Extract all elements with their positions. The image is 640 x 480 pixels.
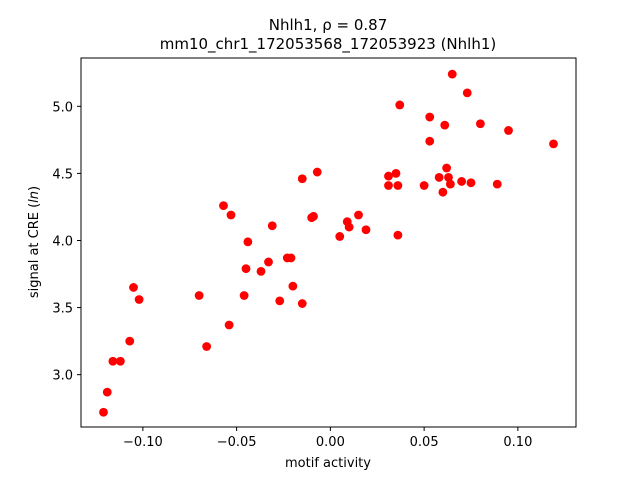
data-point bbox=[224, 320, 234, 330]
x-tick-label: 0.05 bbox=[410, 435, 439, 450]
data-point bbox=[447, 69, 457, 79]
x-tick-label: 0.10 bbox=[503, 435, 532, 450]
data-point bbox=[226, 210, 236, 220]
data-point bbox=[393, 230, 403, 240]
data-point bbox=[475, 119, 485, 129]
data-point bbox=[219, 201, 228, 211]
x-tick-label: −0.05 bbox=[217, 435, 257, 450]
data-point bbox=[391, 169, 401, 178]
chart-title-line2: mm10_chr1_172053568_172053923 (Nhlh1) bbox=[160, 35, 496, 54]
data-point bbox=[99, 407, 108, 417]
data-point bbox=[425, 112, 435, 122]
y-axis-label: signal at CRE (ln) bbox=[27, 186, 42, 298]
data-point bbox=[312, 167, 322, 177]
data-point bbox=[241, 264, 251, 274]
y-axis-ticks: 3.0 3.5 4.0 4.5 5.0 bbox=[52, 100, 81, 384]
data-point bbox=[288, 281, 298, 291]
data-point bbox=[125, 336, 135, 346]
data-point bbox=[134, 295, 144, 304]
data-point bbox=[108, 356, 118, 366]
data-point bbox=[264, 257, 273, 267]
data-point bbox=[444, 173, 453, 182]
data-point bbox=[457, 177, 467, 186]
data-point bbox=[297, 174, 307, 184]
data-point bbox=[115, 356, 125, 366]
data-point bbox=[492, 179, 502, 189]
data-point bbox=[286, 253, 296, 263]
data-point bbox=[395, 100, 405, 110]
y-tick-label: 4.5 bbox=[52, 167, 73, 182]
data-point bbox=[419, 181, 429, 190]
data-point bbox=[239, 291, 249, 300]
data-point bbox=[354, 210, 363, 220]
data-point bbox=[102, 387, 112, 397]
data-point bbox=[243, 237, 253, 247]
x-tick-label: 0.00 bbox=[316, 435, 345, 450]
data-point bbox=[275, 296, 285, 306]
y-tick-label: 3.5 bbox=[52, 302, 73, 317]
data-point bbox=[309, 211, 318, 221]
data-point bbox=[202, 342, 212, 351]
x-axis-label: motif activity bbox=[285, 456, 371, 471]
chart-title-line1: Nhlh1, ρ = 0.87 bbox=[269, 16, 388, 34]
data-point bbox=[297, 299, 307, 308]
data-point bbox=[466, 178, 476, 188]
data-point bbox=[384, 181, 393, 190]
data-point bbox=[384, 171, 393, 181]
data-point bbox=[549, 139, 558, 149]
data-points bbox=[99, 69, 558, 417]
plot-frame bbox=[80, 57, 577, 428]
data-point bbox=[267, 221, 277, 231]
data-point bbox=[504, 126, 513, 135]
x-axis-ticks: −0.10 −0.05 0.00 0.05 0.10 bbox=[123, 427, 532, 450]
y-tick-label: 3.0 bbox=[52, 369, 73, 384]
data-point bbox=[335, 232, 345, 241]
data-point bbox=[256, 266, 266, 276]
data-point bbox=[440, 120, 450, 130]
data-point bbox=[445, 179, 455, 189]
data-point bbox=[393, 181, 403, 190]
data-point bbox=[438, 187, 448, 197]
data-point bbox=[462, 88, 472, 98]
y-tick-label: 5.0 bbox=[52, 100, 73, 115]
data-point bbox=[425, 136, 435, 146]
data-point bbox=[442, 163, 452, 173]
data-point bbox=[129, 283, 138, 292]
data-point bbox=[361, 225, 371, 235]
data-point bbox=[434, 173, 444, 182]
y-tick-label: 4.0 bbox=[52, 234, 73, 249]
x-tick-label: −0.10 bbox=[123, 435, 163, 450]
data-point bbox=[344, 222, 354, 232]
data-point bbox=[194, 291, 204, 300]
